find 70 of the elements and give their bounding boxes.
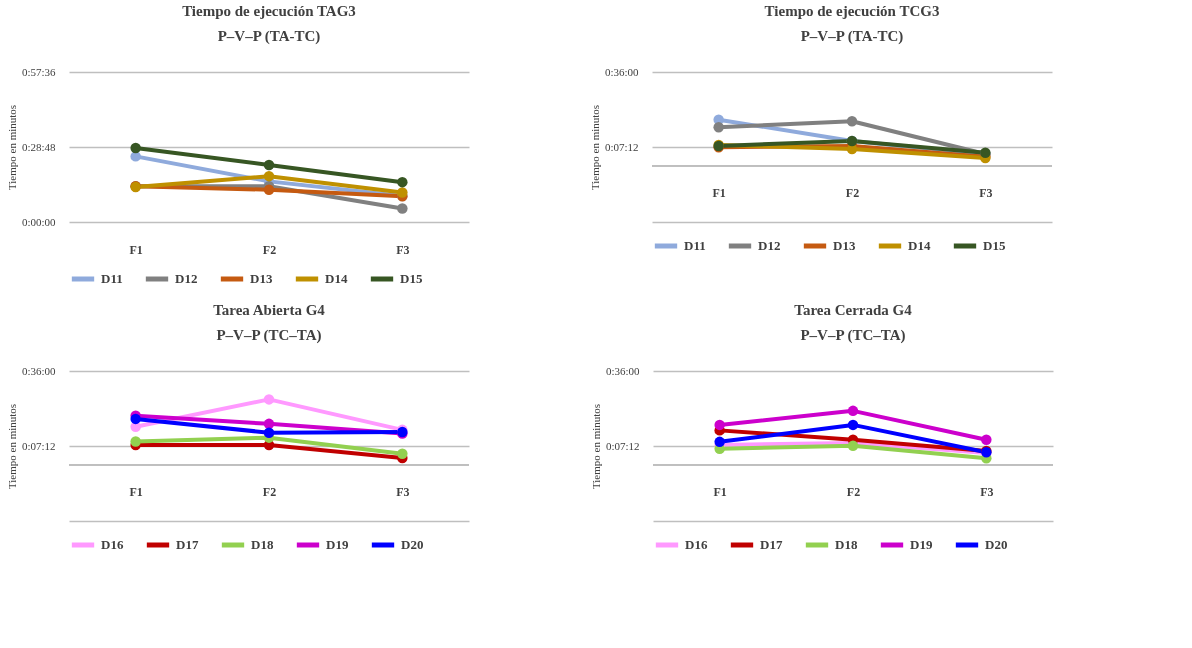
point [397, 176, 408, 188]
y-tick-label: 0:36:00 [604, 65, 639, 78]
point [847, 419, 859, 431]
point [713, 121, 724, 133]
point [130, 436, 141, 447]
y-tick-label: 0:07:12 [21, 439, 56, 452]
y-axis-title: Tiempo en minutos [5, 403, 18, 490]
chart-title: Tarea Cerrada G4 [794, 302, 913, 318]
x-tick-label: F2 [845, 186, 860, 201]
chart-title: Tiempo de ejecución TCG3 [764, 3, 940, 19]
legend-label: D18 [251, 537, 274, 552]
point [397, 448, 408, 460]
y-tick-label: 0:07:12 [604, 140, 639, 153]
point [263, 427, 275, 438]
x-tick-label: F3 [396, 485, 410, 500]
x-tick-label: F2 [846, 485, 861, 500]
y-axis-title: Tiempo en minutos [588, 104, 601, 191]
point [981, 434, 992, 445]
chart-subtitle: P–V–P (TC–TA) [216, 327, 322, 344]
point [263, 418, 275, 430]
point [397, 203, 408, 214]
legend-label: D15 [400, 271, 423, 286]
legend-label: D14 [325, 271, 348, 286]
point [397, 187, 408, 198]
x-tick-label: F1 [129, 485, 143, 500]
y-axis-title: Tiempo en minutos [589, 403, 602, 490]
x-tick-label: F2 [262, 242, 277, 257]
x-tick-label: F1 [713, 485, 727, 500]
x-tick-label: F3 [979, 186, 993, 201]
point [847, 405, 859, 417]
legend-label: D14 [908, 238, 931, 253]
y-tick-label: 0:00:00 [21, 215, 56, 228]
legend-label: D20 [985, 537, 1008, 552]
point [846, 115, 858, 127]
chart-title: Tiempo de ejecución TAG3 [182, 3, 356, 19]
point [263, 170, 275, 182]
point [130, 142, 141, 154]
x-tick-label: F2 [262, 485, 277, 500]
x-tick-label: F1 [129, 242, 143, 257]
chart-title: Tarea Abierta G4 [213, 302, 326, 318]
legend-label: D19 [910, 537, 933, 552]
point [714, 419, 725, 431]
y-tick-label: 0:28:48 [21, 140, 56, 153]
legend-label: D11 [101, 271, 123, 286]
legend-label: D16 [685, 537, 708, 552]
legend-label: D13 [833, 238, 856, 253]
legend-label: D17 [760, 537, 783, 552]
y-tick-label: 0:36:00 [605, 364, 640, 377]
legend-label: D18 [835, 537, 858, 552]
legend-label: D16 [101, 537, 124, 552]
chart-subtitle: P–V–P (TC–TA) [800, 327, 906, 344]
legend-label: D13 [250, 271, 273, 286]
legend-label: D12 [758, 238, 781, 253]
y-axis-title: Tiempo en minutos [5, 104, 18, 191]
legend-label: D17 [176, 537, 199, 552]
legend-label: D15 [983, 238, 1006, 253]
x-tick-label: F3 [980, 485, 994, 500]
y-tick-label: 0:57:36 [21, 65, 56, 78]
legend-label: D20 [401, 537, 424, 552]
x-tick-label: F3 [396, 242, 410, 257]
chart-subtitle: P–V–P (TA-TC) [217, 28, 321, 45]
y-tick-label: 0:36:00 [21, 364, 56, 377]
legend-label: D11 [684, 238, 706, 253]
chart-subtitle: P–V–P (TA-TC) [800, 28, 904, 45]
x-tick-label: F1 [712, 186, 726, 201]
point [263, 159, 275, 171]
y-tick-label: 0:07:12 [605, 439, 640, 452]
legend-label: D12 [175, 271, 198, 286]
legend-label: D19 [326, 537, 349, 552]
point [263, 394, 275, 405]
